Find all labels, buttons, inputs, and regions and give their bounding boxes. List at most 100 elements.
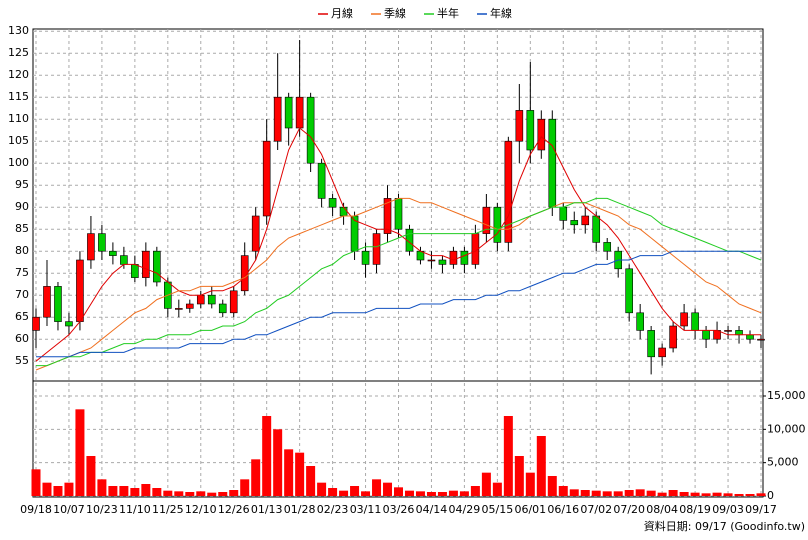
volume-bar [624, 490, 634, 496]
candle-body [427, 259, 436, 262]
volume-bar [240, 479, 250, 496]
y-tick-label: 55 [15, 354, 29, 367]
volume-bar [174, 491, 184, 496]
candle-body [493, 206, 502, 243]
volume-bar [723, 493, 733, 496]
volume-bar [426, 492, 436, 496]
volume-bar [756, 493, 766, 496]
candle-body [240, 255, 249, 292]
x-tick-label: 03/11 [350, 503, 382, 516]
candle-body [131, 264, 139, 278]
candle-body [515, 110, 524, 142]
candle-body [229, 290, 238, 314]
x-tick-label: 06/01 [514, 503, 546, 516]
candle-body [284, 96, 293, 129]
x-tick-label: 10/23 [86, 503, 118, 516]
volume-bar [679, 492, 689, 496]
volume-bar [185, 492, 195, 496]
volume-bar [437, 492, 447, 496]
x-tick-label: 08/04 [646, 503, 678, 516]
candle-body [460, 250, 469, 265]
candle-body [32, 316, 40, 331]
volume-tick-label: 10,000 [767, 422, 806, 435]
candle-body [196, 294, 205, 305]
candle-body [625, 268, 633, 314]
volume-bar [580, 490, 590, 496]
volume-bar [53, 486, 63, 496]
x-tick-label: 05/15 [482, 503, 514, 516]
candle-body [691, 312, 699, 331]
candle-body [680, 312, 688, 327]
volume-bar [591, 490, 601, 496]
candle-body [295, 96, 304, 129]
candle-body [735, 330, 743, 336]
candle-body [383, 198, 392, 234]
volume-bar [492, 482, 502, 496]
y-tick-label: 130 [8, 24, 29, 37]
volume-bar [284, 449, 294, 496]
candle-body [262, 140, 271, 217]
candle-body [669, 325, 677, 349]
volume-bar [514, 456, 524, 496]
x-tick-label: 09/03 [712, 503, 744, 516]
candle-body [482, 206, 491, 234]
y-tick-label: 85 [15, 222, 29, 235]
y-tick-label: 90 [15, 200, 29, 213]
candle-body [43, 286, 51, 318]
volume-bar [635, 489, 645, 496]
volume-bar [207, 492, 217, 496]
volume-bar [163, 490, 173, 496]
volume-bar [657, 492, 667, 496]
volume-bar [306, 466, 316, 496]
x-tick-label: 02/23 [317, 503, 349, 516]
y-tick-label: 100 [8, 156, 29, 169]
volume-bar [42, 482, 52, 496]
volume-bar [152, 488, 162, 496]
volume-bar [602, 491, 612, 496]
volume-bar [196, 491, 206, 496]
volume-bar [569, 489, 579, 496]
x-tick-label: 11/25 [152, 503, 184, 516]
volume-bar [394, 487, 403, 496]
volume-bar [547, 476, 557, 496]
volume-bar [712, 492, 722, 496]
x-tick-label: 10/07 [53, 503, 85, 516]
footer: 資料日期: 09/17 (Goodinfo.tw) [644, 519, 805, 533]
volume-bar [448, 490, 458, 496]
candle-body [746, 334, 754, 340]
candle-body [76, 259, 84, 322]
volume-bar [646, 490, 656, 496]
volume-bar [119, 486, 129, 496]
candle-body [142, 250, 150, 278]
candle-body [185, 303, 194, 309]
ma-line [35, 127, 761, 362]
volume-bar [130, 488, 140, 496]
volume-tick-label: 5,000 [767, 456, 799, 469]
ma-line [35, 197, 762, 371]
volume-tick-label: 0 [767, 489, 774, 502]
candle-body [658, 347, 666, 358]
candle-body [372, 233, 381, 265]
x-tick-label: 09/18 [20, 503, 52, 516]
y-tick-label: 105 [8, 134, 29, 147]
candle-body [251, 215, 260, 252]
x-tick-label: 11/10 [119, 503, 151, 516]
y-tick-label: 120 [8, 68, 29, 81]
legend-label: 年線 [490, 6, 512, 20]
volume-bar [262, 416, 272, 496]
candle-body [306, 96, 315, 164]
volume-bar [503, 416, 513, 496]
legend-label: 月線 [331, 6, 353, 20]
legend-label: 半年 [437, 6, 459, 20]
candle-body [438, 259, 447, 265]
candle-body [548, 118, 557, 208]
volume-bar [328, 488, 338, 496]
volume-bar [86, 456, 96, 496]
candle-body [87, 233, 95, 261]
y-tick-label: 70 [15, 288, 29, 301]
y-tick-label: 95 [15, 178, 29, 191]
volume-bar [229, 490, 239, 496]
candle-body [98, 233, 106, 252]
y-tick-label: 75 [15, 266, 29, 279]
volume-bar [108, 486, 118, 496]
